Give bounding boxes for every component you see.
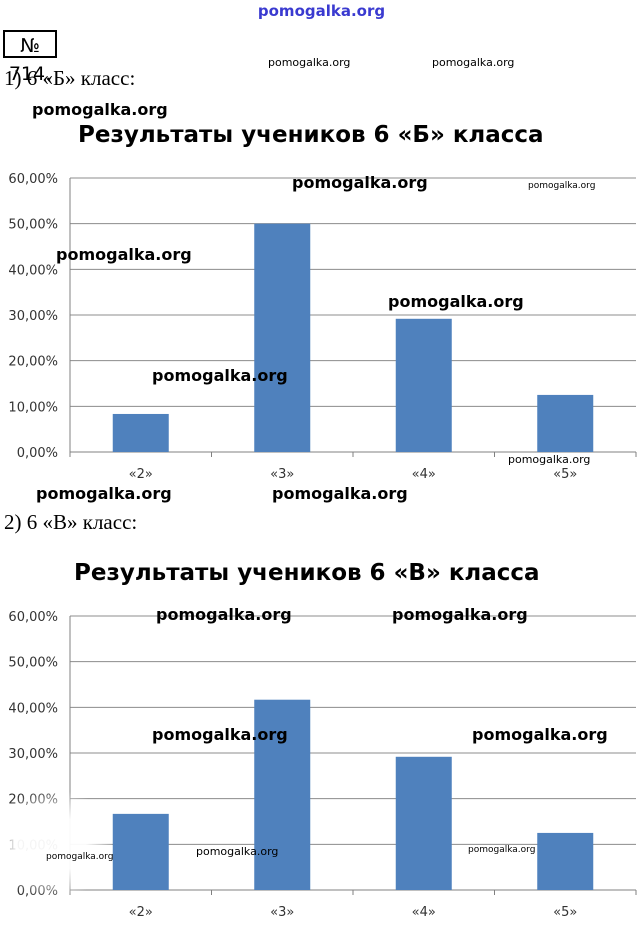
y-tick-label: 0,00% [17,446,58,461]
chart-6b-results: 0,00% 10,00% 20,00% 30,00% 40,00% 50,00% 60,00… [8,172,637,482]
chart-6v-results: 0,00%10,00%20,00%30,00%40,00%50,00%60,00… [8,610,637,920]
x-tick-label: «5» [553,467,577,482]
x-tick-label: «3» [270,467,294,482]
watermark: pomogalka.org [472,725,608,744]
bar [395,756,452,890]
watermark: pomogalka.org [388,292,524,311]
watermark: pomogalka.org [46,852,114,862]
x-tick-label: «3» [270,905,294,920]
bar [254,699,311,890]
bar [537,832,594,890]
y-tick-label: 50,00% [8,218,58,233]
y-tick-label: 40,00% [8,701,58,716]
watermark: pomogalka.org [196,845,279,858]
watermark: pomogalka.org [292,173,428,192]
watermark: pomogalka.org [392,605,528,624]
watermark: pomogalka.org [56,245,192,264]
watermark: pomogalka.org [156,605,292,624]
y-tick-label: 60,00% [8,610,58,625]
watermark: pomogalka.org [432,56,515,69]
part-1-label: 1) 6 «Б» класс: [4,66,136,90]
x-tick-label: «4» [412,467,436,482]
watermark: pomogalka.org [528,181,596,191]
site-header[interactable]: pomogalka.org [257,2,386,20]
problem-number: № 714. [3,30,57,85]
bar [112,413,169,452]
y-tick-label: 10,00% [8,400,58,415]
y-tick-label: 30,00% [8,747,58,762]
scan-smudge [2,792,112,896]
bar [537,394,594,452]
watermark: pomogalka.org [268,56,351,69]
x-tick-label: «2» [129,905,153,920]
watermark: pomogalka.org [36,484,172,503]
x-tick-label: «2» [129,467,153,482]
y-tick-label: 60,00% [8,172,58,187]
y-tick-label: 30,00% [8,309,58,324]
watermark: pomogalka.org [32,100,168,119]
y-tick-label: 20,00% [8,355,58,370]
x-tick-label: «4» [412,905,436,920]
watermark: pomogalka.org [272,484,408,503]
y-tick-label: 40,00% [8,263,58,278]
chart-2-title: Результаты учеников 6 «В» класса [74,560,540,586]
watermark: pomogalka.org [468,845,536,855]
chart-1-title: Результаты учеников 6 «Б» класса [78,122,544,148]
watermark: pomogalka.org [152,725,288,744]
y-tick-label: 50,00% [8,656,58,671]
bar [254,223,311,452]
bar [395,318,452,452]
watermark: pomogalka.org [508,453,591,466]
part-2-label: 2) 6 «В» класс: [4,510,138,534]
watermark: pomogalka.org [152,366,288,385]
bar [112,813,169,890]
x-tick-label: «5» [553,905,577,920]
